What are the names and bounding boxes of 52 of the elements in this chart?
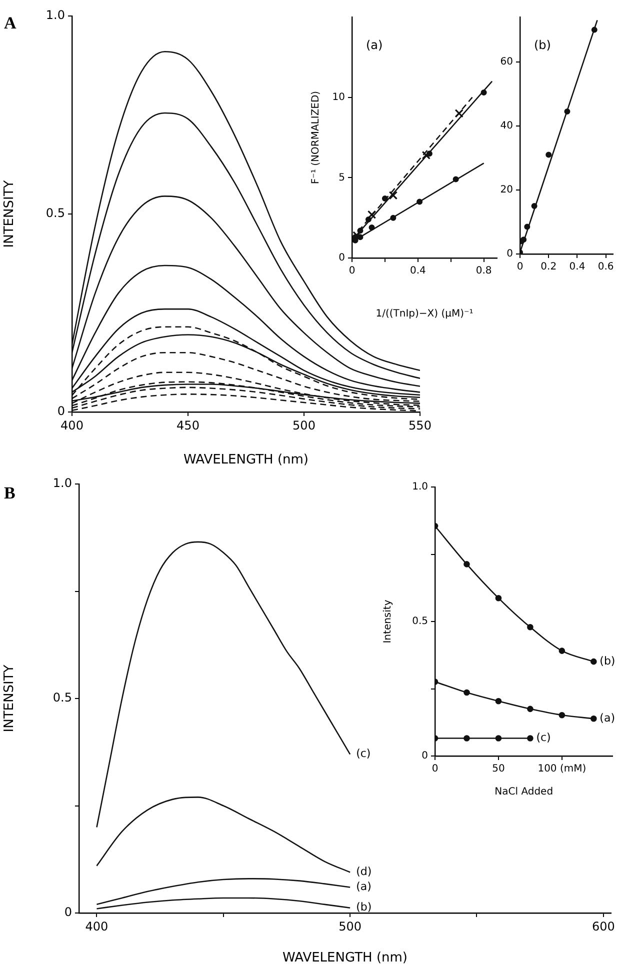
x-tick-label: 450 xyxy=(176,418,200,432)
x-axis-title: 1/((TnIp)−X) (μM)⁻¹ xyxy=(376,308,474,320)
chart-title: B xyxy=(4,483,16,502)
x-tick-label: 0.2 xyxy=(540,262,557,273)
series-label: (b) xyxy=(600,654,616,668)
x-tick-label: 500 xyxy=(338,919,362,934)
chart-title: A xyxy=(4,13,17,32)
x-tick-label: 0.6 xyxy=(598,262,614,273)
x-tick-label: 0.4 xyxy=(569,262,586,273)
y-axis-title: INTENSITY xyxy=(2,664,18,732)
x-tick-label: 50 xyxy=(492,764,505,775)
text: (b) xyxy=(534,38,551,52)
series-label: (c) xyxy=(536,731,551,744)
x-axis-title: WAVELENGTH (nm) xyxy=(282,950,408,966)
y-tick-label: 0 xyxy=(338,252,345,264)
y-axis-title: INTENSITY xyxy=(2,180,18,248)
x-tick-label: 0 xyxy=(432,764,438,775)
x-tick-label: 100 (mM) xyxy=(538,764,586,775)
y-tick-label: 40 xyxy=(500,120,513,132)
x-axis-title: NaCl Added xyxy=(494,786,554,798)
y-tick-label: 0.5 xyxy=(412,616,428,628)
y-tick-label: 20 xyxy=(500,184,513,196)
y-tick-label: 0 xyxy=(57,404,65,418)
x-tick-label: 0 xyxy=(348,266,356,277)
y-tick-label: 1.0 xyxy=(412,482,428,493)
x-tick-label: 0.8 xyxy=(476,266,492,277)
series-label: (c) xyxy=(356,747,371,760)
x-axis-title: WAVELENGTH (nm) xyxy=(184,452,308,468)
y-tick-label: 0 xyxy=(506,248,513,260)
y-tick-label: 0 xyxy=(64,905,72,920)
y-tick-label: 0 xyxy=(422,750,428,762)
x-tick-label: 0.4 xyxy=(410,266,426,277)
series-label: (d) xyxy=(356,865,372,878)
y-tick-label: 1.0 xyxy=(52,476,72,490)
y-tick-label: 5 xyxy=(338,172,345,184)
series-label: (a) xyxy=(600,711,615,724)
x-tick-label: 600 xyxy=(592,919,615,934)
x-tick-label: 550 xyxy=(408,418,432,432)
x-tick-label: 400 xyxy=(60,418,84,432)
y-axis-title: F⁻¹ (NORMALIZED) xyxy=(310,90,322,184)
y-tick-label: 0.5 xyxy=(52,690,72,705)
y-tick-label: 0.5 xyxy=(46,206,65,220)
y-axis-title: Intensity xyxy=(382,600,394,644)
y-tick-label: 10 xyxy=(332,92,345,103)
text: (a) xyxy=(366,38,383,52)
x-tick-label: 500 xyxy=(292,418,316,432)
y-tick-label: 60 xyxy=(500,56,513,68)
series-label: (b) xyxy=(356,900,372,914)
x-tick-label: 400 xyxy=(85,919,108,934)
y-tick-label: 1.0 xyxy=(46,8,65,22)
series-label: (a) xyxy=(356,880,372,894)
x-tick-label: 0 xyxy=(516,262,524,273)
